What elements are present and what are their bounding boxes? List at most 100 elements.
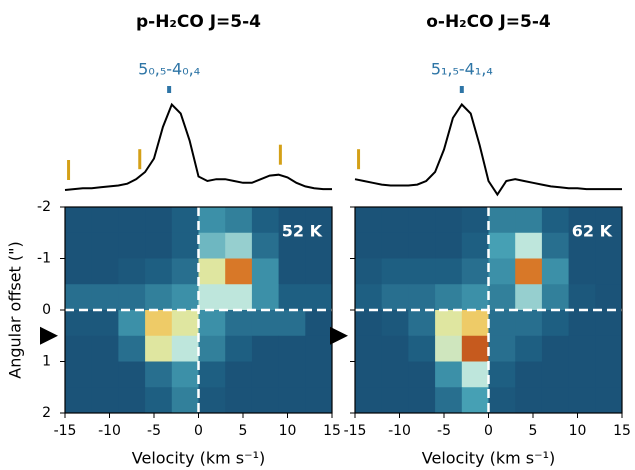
heatmap-cell xyxy=(435,335,463,362)
heatmap-cell xyxy=(461,361,489,388)
heatmap-cell xyxy=(145,284,173,311)
x-tick-label: -10 xyxy=(388,423,411,439)
heatmap-cell xyxy=(278,232,306,259)
heatmap-cell xyxy=(171,284,199,311)
heatmap-cell xyxy=(408,232,436,259)
heatmap-cell xyxy=(118,232,146,259)
heatmap-cell xyxy=(145,335,173,362)
heatmap-cell xyxy=(595,232,623,259)
x-tick-label: 10 xyxy=(279,423,297,439)
heatmap-cell xyxy=(355,232,383,259)
heatmap-cell xyxy=(515,387,543,414)
heatmap-cell xyxy=(251,284,280,311)
heatmap-cell xyxy=(355,335,383,362)
heatmap-cell xyxy=(118,361,146,388)
heatmap-cell xyxy=(278,310,306,337)
x-tick-label: -15 xyxy=(344,423,367,439)
heatmap-cell xyxy=(145,207,173,234)
heatmap-cell xyxy=(305,284,333,311)
heatmap-cell xyxy=(225,207,253,234)
x-tick-label: -5 xyxy=(147,423,161,439)
heatmap-cell xyxy=(435,284,463,311)
heatmap-cell xyxy=(91,387,119,414)
heatmap-cell xyxy=(461,207,489,234)
heatmap-cell xyxy=(198,232,226,259)
heatmap-cell xyxy=(515,284,543,311)
heatmap-cell xyxy=(225,258,253,285)
heatmap-cell xyxy=(355,310,383,337)
y-tick-label: 2 xyxy=(42,405,51,421)
transition-label: 5₁,₅-4₁,₄ xyxy=(431,60,493,79)
heatmap-cell xyxy=(91,207,119,234)
heatmap-cell xyxy=(305,232,333,259)
heatmap-cell xyxy=(225,232,253,259)
heatmap-cell xyxy=(488,232,516,259)
heatmap-cell xyxy=(198,361,226,388)
heatmap-cell xyxy=(488,258,516,285)
heatmap-cell xyxy=(65,232,93,259)
x-tick-label: 0 xyxy=(194,423,203,439)
heatmap-cell xyxy=(435,258,463,285)
heatmap-cell xyxy=(145,387,173,414)
heatmap-cell xyxy=(305,310,333,337)
heatmap-cell xyxy=(171,361,199,388)
heatmap-cell xyxy=(118,310,146,337)
heatmap-cell xyxy=(65,387,93,414)
heatmap-cell xyxy=(461,310,489,337)
heatmap-cell xyxy=(568,310,596,337)
heatmap-cell xyxy=(251,387,280,414)
heatmap-cell xyxy=(381,284,409,311)
x-tick-label: 15 xyxy=(323,423,341,439)
y-tick-label: -1 xyxy=(37,251,51,267)
heatmap-cell xyxy=(381,207,409,234)
x-axis-label: Velocity (km s⁻¹) xyxy=(132,449,265,468)
x-tick-label: 0 xyxy=(484,423,493,439)
heatmap-cell xyxy=(461,387,489,414)
heatmap-cell xyxy=(488,310,516,337)
y-tick-label: -2 xyxy=(37,199,51,215)
x-tick-label: 10 xyxy=(569,423,587,439)
heatmap-cell xyxy=(408,284,436,311)
heatmap-cell xyxy=(305,335,333,362)
heatmap-cell xyxy=(305,207,333,234)
heatmap-cell xyxy=(461,335,489,362)
heatmap-cell xyxy=(145,361,173,388)
x-tick-label: 15 xyxy=(613,423,631,439)
heatmap-cell xyxy=(515,207,543,234)
heatmap-cell xyxy=(65,335,93,362)
heatmap-cell xyxy=(515,361,543,388)
heatmap-cell xyxy=(355,207,383,234)
heatmap-cell xyxy=(355,387,383,414)
heatmap-cell xyxy=(65,258,93,285)
heatmap-cell xyxy=(65,207,93,234)
heatmap-cell xyxy=(118,207,146,234)
heatmap-cell xyxy=(251,335,280,362)
heatmap-cell xyxy=(541,387,570,414)
y-tick-label: 1 xyxy=(42,354,51,370)
transition-tick xyxy=(167,86,172,93)
spectrum-line xyxy=(64,102,332,191)
offset-marker xyxy=(330,326,348,345)
panel-title: p-H₂CO J=5-4 xyxy=(136,12,261,32)
heatmap-cell xyxy=(541,284,570,311)
heatmap-cell xyxy=(435,361,463,388)
heatmap-cell xyxy=(65,310,93,337)
heatmap-cell xyxy=(568,284,596,311)
heatmap-cell xyxy=(355,361,383,388)
heatmap-cell xyxy=(198,207,226,234)
heatmap-cell xyxy=(278,258,306,285)
heatmap-cell xyxy=(488,207,516,234)
heatmap-cell xyxy=(171,258,199,285)
heatmap-cell xyxy=(118,387,146,414)
heatmap-cell xyxy=(408,310,436,337)
heatmap-cell xyxy=(171,310,199,337)
heatmap-cell xyxy=(381,258,409,285)
heatmap-cell xyxy=(145,232,173,259)
heatmap-cell xyxy=(145,310,173,337)
heatmap-cell xyxy=(251,310,280,337)
transition-label: 5₀,₅-4₀,₄ xyxy=(138,60,200,79)
heatmap-cell xyxy=(305,361,333,388)
heatmap-cell xyxy=(435,207,463,234)
heatmap-cell xyxy=(251,361,280,388)
heatmap-cell xyxy=(488,361,516,388)
